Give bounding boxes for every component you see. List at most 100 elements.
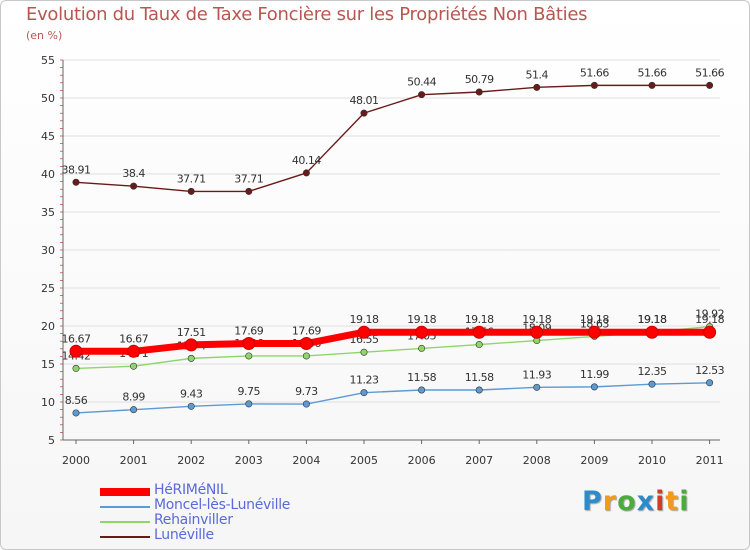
legend-label: Rehainviller <box>154 512 233 528</box>
data-point <box>587 325 601 339</box>
data-label: 19.18 <box>695 313 724 326</box>
data-label: 18.63 <box>580 317 609 330</box>
legend-label: Moncel-lès-Lunéville <box>154 497 291 513</box>
data-point <box>127 344 141 358</box>
data-point <box>184 338 198 352</box>
data-point <box>533 383 541 391</box>
data-point <box>245 352 253 360</box>
data-label: 50.44 <box>407 76 436 89</box>
data-label: 51.66 <box>695 66 724 79</box>
x-tick-label: 2003 <box>235 454 263 467</box>
data-label: 17.51 <box>177 326 206 339</box>
data-point <box>360 109 368 117</box>
data-point <box>187 402 195 410</box>
data-point <box>648 380 656 388</box>
data-point <box>130 182 138 190</box>
data-label: 11.99 <box>580 368 609 381</box>
data-label: 19.18 <box>580 313 609 326</box>
y-tick-label: 20 <box>41 320 55 333</box>
data-point <box>72 409 80 417</box>
data-label: 8.99 <box>122 391 145 404</box>
data-label: 12.53 <box>695 364 724 377</box>
data-label: 19.18 <box>638 313 667 326</box>
x-tick-label: 2011 <box>696 454 724 467</box>
logo-letter: t <box>665 486 680 517</box>
legend-swatch <box>100 521 150 523</box>
data-point <box>299 337 313 351</box>
data-point <box>130 406 138 414</box>
y-tick-label: 55 <box>41 54 55 67</box>
data-point <box>475 386 483 394</box>
data-label: 40.14 <box>292 154 321 167</box>
data-label: 37.71 <box>234 172 263 185</box>
data-label: 19.18 <box>522 313 551 326</box>
chart-subtitle: (en %) <box>26 29 63 42</box>
x-tick-label: 2004 <box>292 454 320 467</box>
data-label: 16.67 <box>119 332 148 345</box>
y-tick-label: 5 <box>48 434 55 447</box>
data-label: 17.69 <box>234 325 263 338</box>
x-tick-label: 2002 <box>177 454 205 467</box>
data-point <box>302 352 310 360</box>
data-point <box>472 325 486 339</box>
y-tick-label: 25 <box>41 282 55 295</box>
data-point <box>648 81 656 89</box>
data-label: 19.18 <box>350 313 379 326</box>
data-label: 51.66 <box>580 66 609 79</box>
legend-swatch <box>100 488 150 496</box>
data-point <box>418 344 426 352</box>
data-point <box>590 81 598 89</box>
legend-swatch <box>100 506 150 508</box>
data-label: 9.75 <box>238 385 261 398</box>
y-tick-label: 10 <box>41 396 55 409</box>
chart-title: Evolution du Taux de Taxe Foncière sur l… <box>26 4 588 25</box>
data-point <box>187 187 195 195</box>
proxiti-logo: Proxiti <box>582 486 690 517</box>
data-label: 50.79 <box>465 73 494 86</box>
data-label: 17.69 <box>292 325 321 338</box>
x-tick-label: 2010 <box>638 454 666 467</box>
x-tick-label: 2009 <box>580 454 608 467</box>
legend-swatch <box>100 536 150 538</box>
x-tick-label: 2001 <box>120 454 148 467</box>
data-point <box>357 325 371 339</box>
data-point <box>703 325 717 339</box>
y-tick-label: 35 <box>41 206 55 219</box>
data-label: 38.4 <box>122 167 145 180</box>
x-tick-label: 2008 <box>523 454 551 467</box>
data-label: 19.92 <box>695 308 724 321</box>
data-label: 11.58 <box>465 371 494 384</box>
data-point <box>360 389 368 397</box>
data-point <box>302 169 310 177</box>
data-point <box>533 83 541 91</box>
data-label: 19.18 <box>638 313 667 326</box>
series-line <box>75 84 711 193</box>
y-tick-label: 50 <box>41 92 55 105</box>
logo-letter: i <box>655 486 666 517</box>
logo-letter: i <box>679 486 690 517</box>
logo-letter: o <box>617 486 637 517</box>
data-label: 9.73 <box>295 385 318 398</box>
data-point <box>130 362 138 370</box>
data-label: 37.71 <box>177 172 206 185</box>
data-point <box>645 325 659 339</box>
logo-letter: x <box>636 486 656 517</box>
x-tick-label: 2007 <box>465 454 493 467</box>
data-point <box>302 400 310 408</box>
series-line <box>75 382 711 414</box>
y-tick-label: 30 <box>41 244 55 257</box>
data-point <box>187 354 195 362</box>
data-label: 16.67 <box>62 332 91 345</box>
data-label: 11.23 <box>350 374 379 387</box>
data-label: 19.18 <box>407 313 436 326</box>
data-point <box>415 325 429 339</box>
data-point <box>418 386 426 394</box>
data-point <box>245 187 253 195</box>
data-point <box>418 91 426 99</box>
logo-letter: P <box>582 486 603 517</box>
data-label: 11.58 <box>407 371 436 384</box>
data-point <box>245 400 253 408</box>
y-tick-label: 45 <box>41 130 55 143</box>
x-tick-label: 2005 <box>350 454 378 467</box>
data-label: 38.91 <box>62 163 91 176</box>
